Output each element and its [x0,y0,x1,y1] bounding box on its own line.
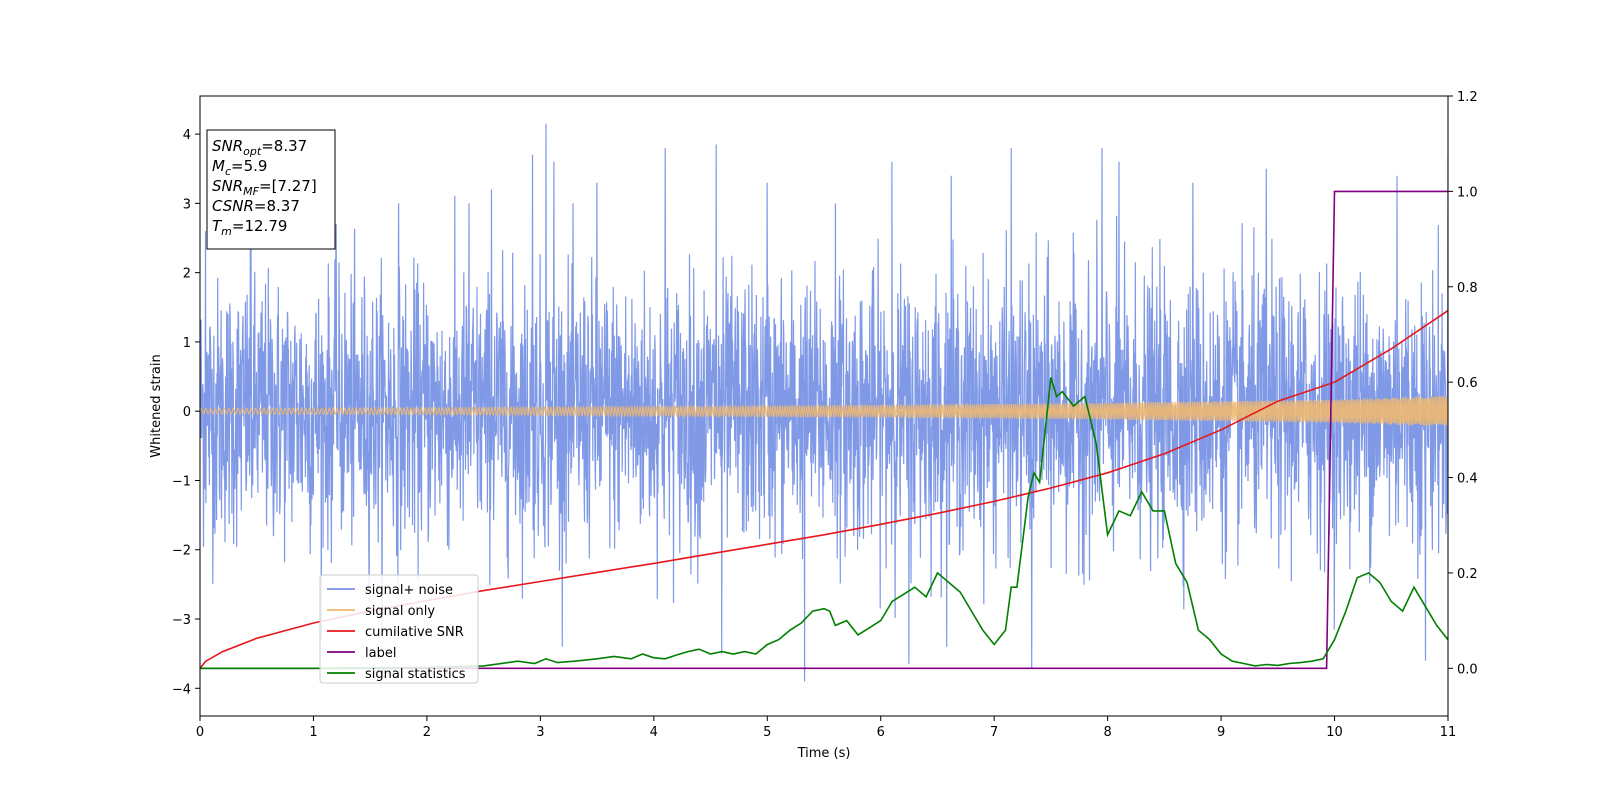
series-signal-noise [200,123,1448,682]
info-line: SNRopt=8.37 [212,137,307,158]
legend-entry: cumilative SNR [365,625,464,640]
x-tick-label: 1 [309,725,317,740]
series-signal-statistics [200,377,1448,670]
series-signal-only [200,396,1448,426]
y-tick-label: −1 [172,474,191,489]
x-tick-label: 9 [1217,725,1225,740]
series-label [200,190,1448,670]
y-tick-label: 0 [183,405,191,420]
y2-tick-label: 0.6 [1457,376,1478,391]
x-tick-label: 8 [1103,725,1111,740]
y-tick-label: 3 [183,197,191,212]
y-tick-label: −4 [172,682,191,697]
y-tick-label: −2 [172,544,191,559]
x-tick-label: 7 [990,725,998,740]
legend-entry: signal statistics [365,667,466,682]
y2-tick-label: 0.2 [1457,567,1478,582]
y2-tick-label: 0.8 [1457,281,1478,296]
info-box-frame [206,129,336,250]
x-tick-label: 10 [1326,725,1343,740]
y2-tick-label: 0.0 [1457,662,1478,677]
x-axis-label: Time (s) [797,746,851,761]
y-tick-label: 1 [183,336,191,351]
plot-frame [199,95,1449,717]
x-tick-label: 5 [763,725,771,740]
x-tick-label: 2 [423,725,431,740]
x-tick-label: 0 [196,725,204,740]
legend: signal+ noise signal only cumilative SNR la… [319,574,479,684]
info-line: CSNR=8.37 [212,197,300,215]
y-axis-left: −4 −3 −2 −1 0 1 2 3 4 [172,128,200,697]
legend-entry: label [365,646,396,661]
legend-frame [319,574,479,684]
x-tick-label: 4 [650,725,658,740]
y-tick-label: 4 [183,128,191,143]
y2-tick-label: 1.2 [1457,90,1478,105]
series-layer [200,123,1448,682]
y-tick-label: 2 [183,267,191,282]
x-axis: 0 1 2 3 4 5 6 7 8 9 10 11 [196,716,1456,740]
y-tick-label: −3 [172,613,191,628]
x-tick-label: 11 [1440,725,1457,740]
y-axis-label: Whitened strain [149,354,164,457]
legend-entry: signal+ noise [365,583,453,598]
info-line: Tm=12.79 [212,217,287,238]
info-line: SNRMF=[7.27] [212,177,317,198]
y2-tick-label: 0.4 [1457,472,1478,487]
x-tick-label: 6 [877,725,885,740]
series-cumilative-snr [200,309,1448,669]
y2-tick-label: 1.0 [1457,185,1478,200]
legend-entry: signal only [365,604,435,619]
y-axis-right: 0.0 0.2 0.4 0.6 0.8 1.0 1.2 [1448,90,1478,677]
x-tick-label: 3 [536,725,544,740]
info-line: Mc=5.9 [212,157,267,178]
